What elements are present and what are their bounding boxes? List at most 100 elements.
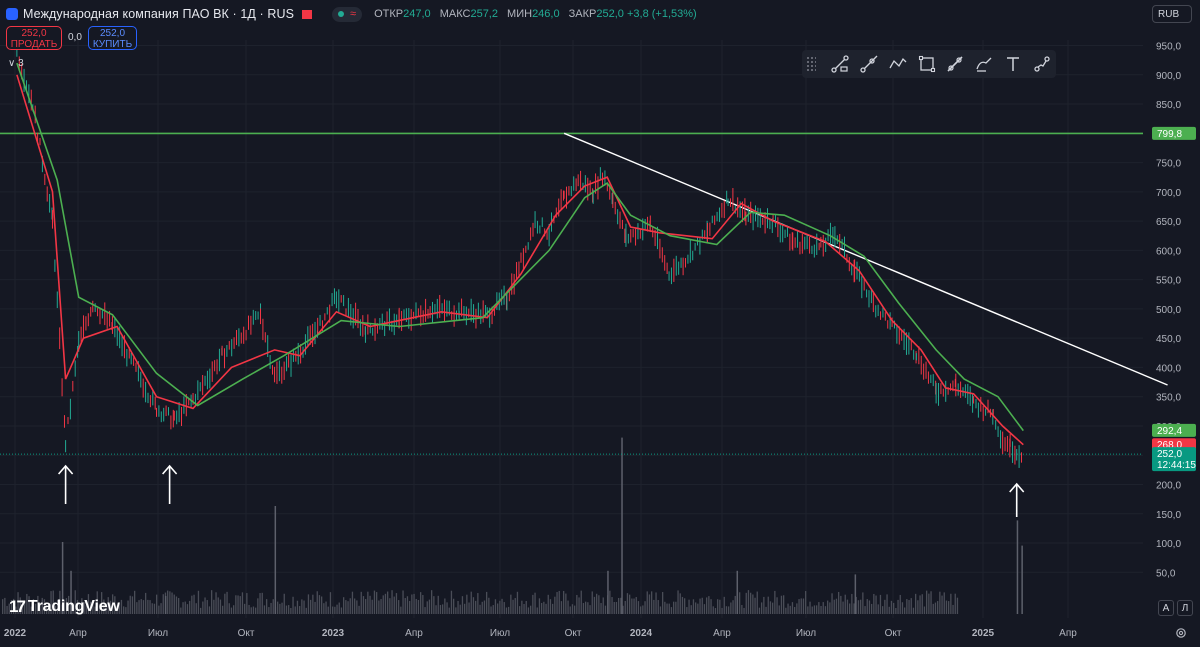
volume-bar bbox=[923, 606, 926, 614]
text-tool-icon[interactable] bbox=[999, 50, 1028, 78]
slow-moving-average-line[interactable] bbox=[16, 62, 1024, 432]
drawing-toolbar bbox=[802, 50, 1056, 78]
annotation-arrowhead bbox=[162, 464, 178, 475]
volume-bar bbox=[424, 607, 426, 614]
volume-bar bbox=[563, 590, 565, 614]
settings-gear-icon[interactable] bbox=[1175, 627, 1187, 639]
fast-moving-average-line[interactable] bbox=[16, 74, 1024, 446]
volume-bar bbox=[336, 604, 338, 614]
volume-bar bbox=[468, 602, 470, 614]
volume-bar bbox=[347, 601, 349, 614]
buy-button[interactable]: 252,0 КУПИТЬ bbox=[88, 26, 137, 50]
volume-bar bbox=[932, 603, 934, 614]
volume-bar bbox=[723, 596, 725, 614]
log-scale-button[interactable]: Л bbox=[1177, 600, 1193, 616]
volume-bar bbox=[65, 598, 68, 614]
volume-bar bbox=[420, 592, 422, 614]
ohlc-open-value: 247,0 bbox=[403, 8, 431, 20]
volume-bar bbox=[538, 598, 541, 614]
indicators-collapse-button[interactable]: ∨ 3 bbox=[8, 58, 24, 69]
volume-bar bbox=[13, 598, 15, 614]
volume-bar bbox=[756, 591, 758, 614]
volume-bar bbox=[591, 591, 593, 614]
volume-bar bbox=[323, 603, 325, 614]
volume-bar bbox=[442, 604, 444, 614]
symbol-title[interactable]: Международная компания ПАО ВК · 1Д · RUS bbox=[23, 7, 295, 21]
volume-bar bbox=[266, 599, 268, 614]
volume-bar bbox=[426, 601, 428, 614]
volume-bar bbox=[543, 601, 545, 614]
volume-bar bbox=[244, 603, 246, 614]
volume-bar bbox=[281, 602, 283, 614]
highlighter-tool-icon[interactable] bbox=[970, 50, 999, 78]
volume-bar bbox=[453, 598, 455, 614]
buy-label: КУПИТЬ bbox=[92, 39, 133, 50]
volume-bar bbox=[255, 607, 257, 614]
volume-bar bbox=[519, 606, 521, 614]
volume-bar bbox=[952, 604, 954, 614]
volume-bar bbox=[404, 598, 406, 614]
rectangle-tool-icon[interactable] bbox=[912, 50, 941, 78]
volume-bar bbox=[332, 606, 334, 614]
volume-bar bbox=[301, 599, 303, 614]
volume-bar bbox=[360, 591, 362, 614]
volume-bar bbox=[631, 598, 633, 614]
ray-tool-icon[interactable] bbox=[855, 50, 884, 78]
volume-bar bbox=[710, 599, 712, 614]
volume-bar bbox=[492, 605, 494, 614]
volume-bar bbox=[50, 591, 52, 614]
volume-bar bbox=[15, 606, 17, 614]
volume-bar bbox=[912, 607, 915, 614]
volume-bar bbox=[263, 605, 266, 614]
volume-bar bbox=[558, 590, 560, 614]
volume-bar bbox=[545, 603, 547, 614]
volume-bar bbox=[505, 607, 508, 614]
path-tool-icon[interactable] bbox=[883, 50, 912, 78]
volume-bar bbox=[387, 591, 389, 614]
volume-bar bbox=[618, 597, 620, 614]
volume-bar bbox=[125, 607, 127, 614]
trend-line-tool-icon[interactable] bbox=[826, 50, 855, 78]
market-status[interactable]: ≈ bbox=[332, 6, 363, 22]
sell-button[interactable]: 252,0 ПРОДАТЬ bbox=[6, 26, 62, 50]
x-axis-tick-label: Апр bbox=[405, 628, 423, 639]
flag-icon[interactable] bbox=[302, 9, 313, 19]
volume-bar bbox=[307, 594, 310, 614]
volume-bar bbox=[191, 595, 193, 614]
volume-bar bbox=[556, 592, 558, 614]
y-axis-tick-label: 550,0 bbox=[1156, 276, 1181, 287]
volume-bar bbox=[574, 605, 576, 614]
volume-bar bbox=[571, 604, 574, 614]
buy-price: 252,0 bbox=[99, 28, 126, 39]
chart-header: Международная компания ПАО ВК · 1Д · RUS… bbox=[6, 5, 703, 23]
tradingview-logo[interactable]: 17 TradingView bbox=[9, 597, 120, 617]
volume-bar bbox=[252, 606, 255, 614]
volume-bar bbox=[250, 607, 252, 614]
volume-bar bbox=[552, 603, 554, 614]
currency-select[interactable]: RUB bbox=[1152, 5, 1192, 23]
volume-bar bbox=[39, 605, 41, 614]
volume-bar bbox=[257, 598, 259, 614]
volume-bar bbox=[371, 599, 373, 614]
volume-bar bbox=[809, 601, 811, 614]
volume-bar bbox=[349, 598, 351, 614]
volume-bar bbox=[842, 601, 844, 614]
volume-bar bbox=[46, 604, 48, 614]
volume-bar bbox=[681, 596, 684, 614]
volume-bar bbox=[516, 591, 519, 614]
ohlc-low-label: МИН bbox=[507, 8, 533, 20]
volume-bar bbox=[855, 596, 857, 614]
volume-bar bbox=[910, 598, 912, 614]
volume-bar bbox=[644, 601, 646, 614]
volume-bar bbox=[68, 595, 70, 614]
brush-tool-icon[interactable] bbox=[941, 50, 970, 78]
volume-bar bbox=[413, 593, 415, 614]
volume-bar bbox=[831, 593, 833, 614]
volume-bar bbox=[428, 599, 431, 614]
x-axis-tick-label: Апр bbox=[69, 628, 87, 639]
auto-scale-button[interactable]: A bbox=[1158, 600, 1174, 616]
volume-bar bbox=[882, 606, 884, 614]
measure-tool-icon[interactable] bbox=[1027, 50, 1056, 78]
drag-handle-icon[interactable] bbox=[806, 56, 816, 72]
